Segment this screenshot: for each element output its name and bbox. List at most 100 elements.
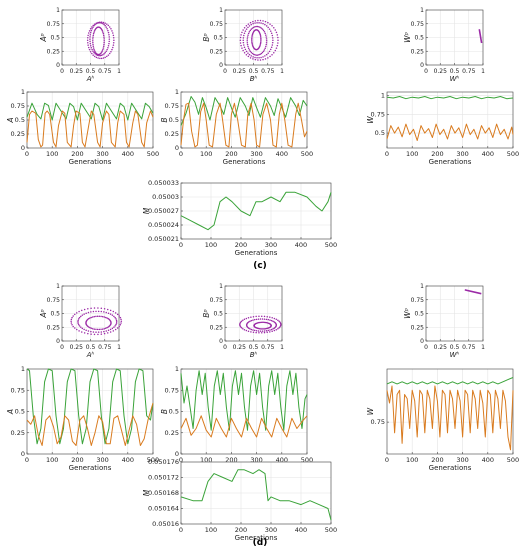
phase-point (248, 53, 251, 56)
phase-point (265, 330, 268, 332)
x-tick-label: 0.5 (86, 68, 96, 75)
phase-point (109, 309, 112, 312)
phase-point (242, 328, 244, 330)
phase-point (83, 328, 85, 331)
phase-point (95, 22, 98, 25)
phase-point (252, 58, 254, 60)
y-tick-label: 0.050027 (148, 207, 179, 215)
phase-point (242, 41, 245, 44)
x-tick-label: 500 (507, 456, 519, 464)
phase-point (93, 50, 96, 52)
x-tick-label: 0.5 (86, 344, 96, 351)
phase-point (247, 34, 249, 36)
phase-point (100, 54, 103, 57)
phase-point (114, 325, 116, 327)
x-tick-label: 0 (424, 344, 428, 351)
phase-point (96, 315, 99, 318)
phase-point (249, 50, 252, 53)
phase-point (91, 26, 93, 28)
plot-area (387, 92, 513, 148)
x-tick-label: 200 (431, 456, 443, 464)
phase-point (239, 325, 242, 328)
phase-point (252, 53, 255, 56)
phase-point (87, 34, 89, 37)
y-tick-label: 0.25 (11, 429, 25, 437)
phase-point (100, 315, 102, 318)
phase-point (271, 34, 274, 37)
phase-point (267, 318, 270, 321)
phase-point (260, 321, 262, 324)
x-tick-label: 500 (301, 456, 313, 464)
y-tick-label: 0.5 (169, 116, 179, 124)
phase-point (275, 328, 278, 331)
phase-point (271, 317, 273, 319)
phase-point (91, 48, 93, 51)
phase-point (249, 328, 251, 330)
phase-point (108, 40, 110, 43)
chart-d-time-A: 0 100 200 300 400 500 0 0.25 0.5 0.75 1 Generations… (6, 365, 159, 472)
phase-point (253, 318, 256, 321)
phase-point (260, 40, 262, 42)
phase-point (91, 27, 93, 30)
plot-frame (61, 9, 120, 66)
phase-point (103, 36, 105, 38)
phase-point (102, 32, 105, 35)
phase-point (265, 40, 268, 42)
y-tick-label: 1 (56, 283, 60, 290)
phase-point (273, 51, 275, 54)
phase-point (273, 321, 275, 323)
phase-point (93, 307, 96, 309)
phase-point (75, 328, 78, 331)
phase-point (242, 37, 245, 39)
phase-point (259, 41, 262, 44)
phase-point (242, 49, 244, 52)
phase-point (240, 34, 242, 36)
phase-point (107, 54, 110, 56)
y-tick-label: 1 (21, 88, 25, 96)
phase-point (267, 57, 269, 59)
panel-label-c: (c) (253, 261, 267, 271)
phase-point (108, 33, 110, 36)
phase-point (240, 44, 242, 47)
phase-point (245, 53, 248, 56)
y-axis-label: M (142, 207, 151, 214)
x-axis-label: Wʰ (450, 351, 460, 359)
y-tick-label: 1 (219, 7, 223, 14)
y-tick-label: 0.25 (165, 429, 179, 437)
phase-point (278, 327, 280, 329)
y-tick-label: 1 (420, 283, 424, 290)
phase-point (89, 317, 91, 319)
phase-point (259, 327, 261, 330)
phase-point (112, 46, 114, 49)
phase-point (263, 321, 266, 324)
y-tick-label: 0.050033 (148, 179, 179, 187)
y-tick-label: 0.25 (210, 48, 224, 55)
phase-point (77, 318, 80, 320)
phase-point (112, 37, 115, 39)
y-axis-label: A (6, 409, 15, 415)
phase-point (243, 44, 245, 46)
phase-point (90, 316, 92, 319)
phase-point (254, 22, 256, 24)
phase-point (107, 312, 110, 314)
x-axis-label: Aʰ (86, 75, 95, 83)
phase-point (264, 23, 266, 26)
phase-point (85, 329, 87, 332)
x-axis-label: Generations (235, 534, 278, 542)
phase-point (263, 315, 266, 318)
y-tick-label: 0 (420, 338, 424, 345)
series-line-1 (180, 370, 308, 431)
plot-frame (386, 368, 514, 455)
phase-point (104, 56, 106, 59)
phase-point (92, 45, 95, 48)
phase-point (92, 34, 95, 37)
phase-point (259, 53, 261, 56)
phase-point (71, 316, 73, 319)
phase-point (258, 21, 260, 24)
phase-point (89, 326, 91, 329)
phase-point (243, 328, 246, 331)
